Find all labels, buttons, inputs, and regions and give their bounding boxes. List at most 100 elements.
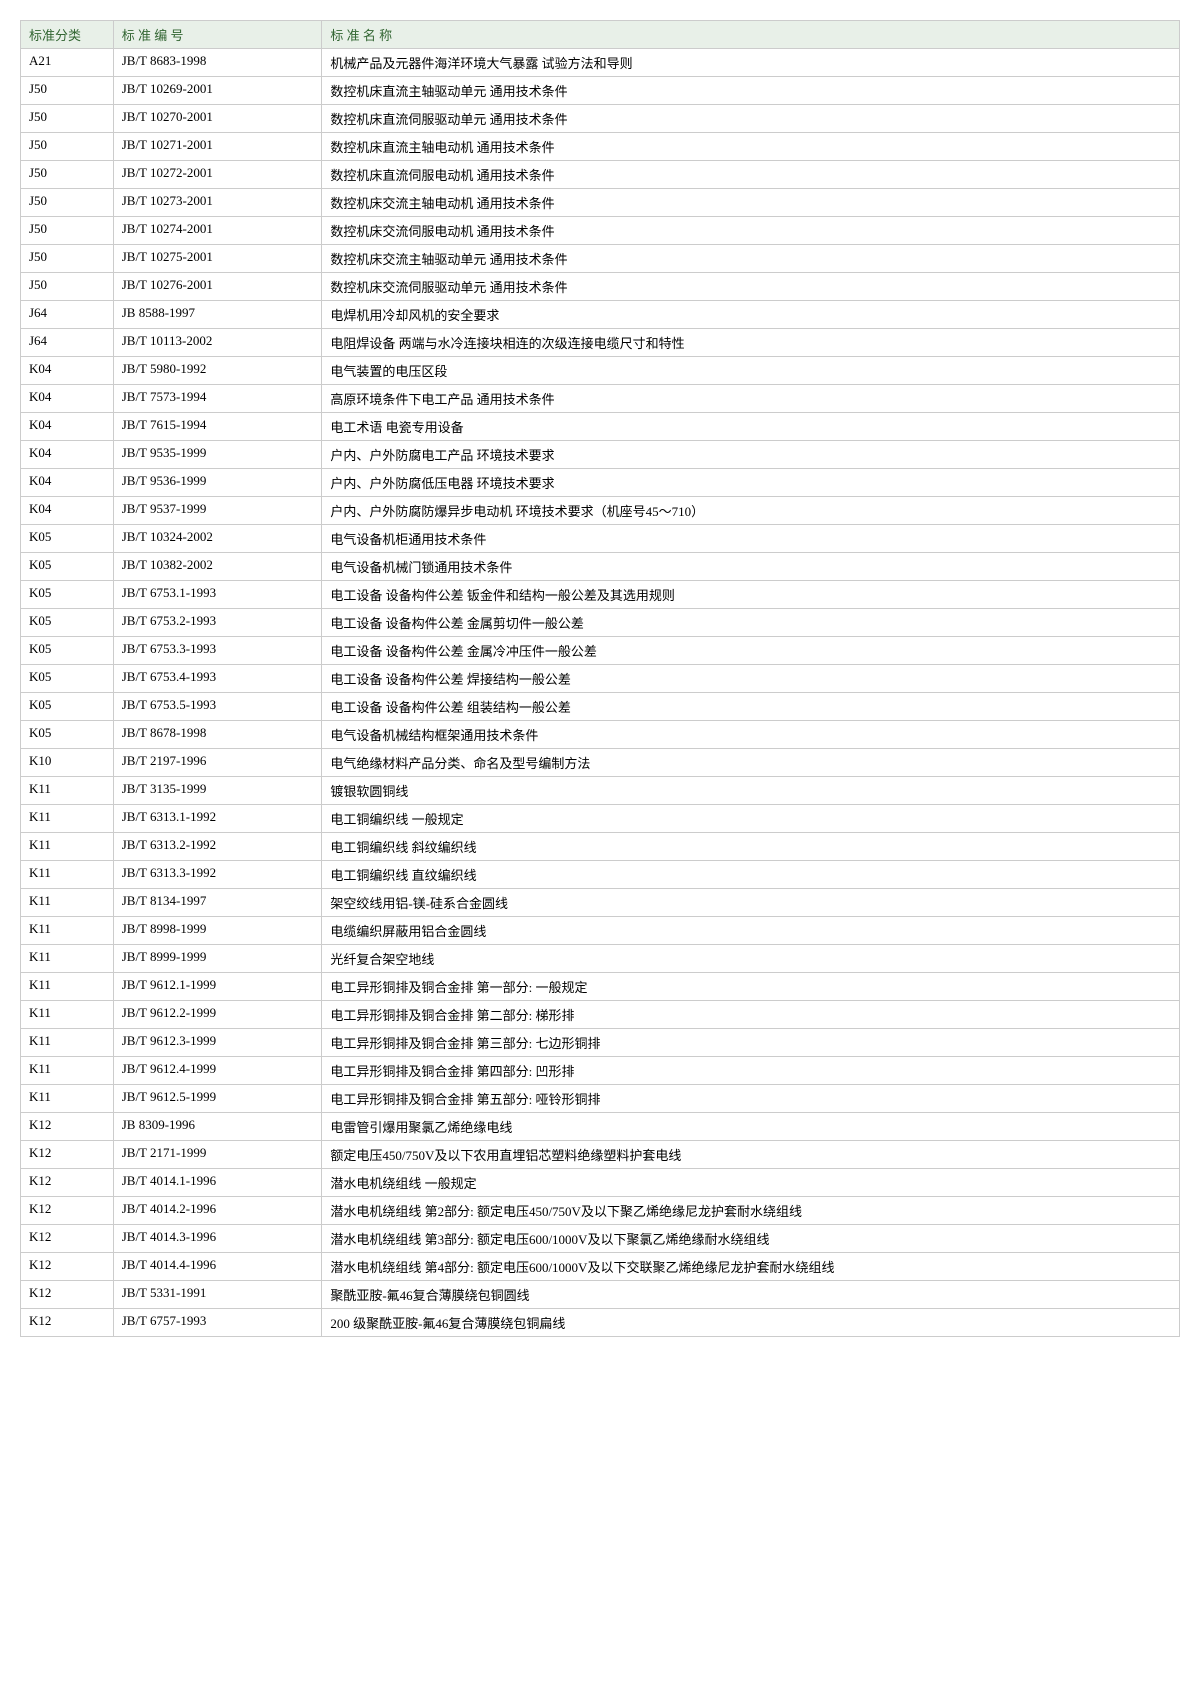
cell-code: JB/T 9537-1999	[113, 497, 322, 525]
cell-code: JB/T 2197-1996	[113, 749, 322, 777]
table-row: K11JB/T 9612.3-1999电工异形铜排及铜合金排 第三部分: 七边形…	[21, 1029, 1180, 1057]
cell-category: K10	[21, 749, 114, 777]
cell-category: K05	[21, 665, 114, 693]
cell-category: J50	[21, 77, 114, 105]
cell-name: 架空绞线用铝-镁-硅系合金圆线	[322, 889, 1180, 917]
table-row: K05JB/T 6753.1-1993电工设备 设备构件公差 钣金件和结构一般公…	[21, 581, 1180, 609]
cell-code: JB 8309-1996	[113, 1113, 322, 1141]
cell-code: JB/T 4014.2-1996	[113, 1197, 322, 1225]
cell-code: JB/T 10270-2001	[113, 105, 322, 133]
cell-category: K11	[21, 777, 114, 805]
table-row: K11JB/T 8998-1999电缆编织屏蔽用铝合金圆线	[21, 917, 1180, 945]
table-row: K11JB/T 6313.1-1992电工铜编织线 一般规定	[21, 805, 1180, 833]
table-row: K12JB/T 2171-1999额定电压450/750V及以下农用直埋铝芯塑料…	[21, 1141, 1180, 1169]
cell-category: K11	[21, 861, 114, 889]
table-row: K12JB/T 4014.1-1996潜水电机绕组线 一般规定	[21, 1169, 1180, 1197]
cell-code: JB/T 10271-2001	[113, 133, 322, 161]
cell-category: K12	[21, 1281, 114, 1309]
table-row: K11JB/T 3135-1999镀银软圆铜线	[21, 777, 1180, 805]
cell-name: 数控机床直流伺服电动机 通用技术条件	[322, 161, 1180, 189]
cell-code: JB/T 9612.4-1999	[113, 1057, 322, 1085]
table-row: J50JB/T 10270-2001数控机床直流伺服驱动单元 通用技术条件	[21, 105, 1180, 133]
cell-category: K05	[21, 525, 114, 553]
table-row: K12JB/T 6757-1993200 级聚酰亚胺-氟46复合薄膜绕包铜扁线	[21, 1309, 1180, 1337]
cell-code: JB/T 10274-2001	[113, 217, 322, 245]
cell-name: 电工铜编织线 直纹编织线	[322, 861, 1180, 889]
cell-category: J50	[21, 273, 114, 301]
cell-name: 潜水电机绕组线 第4部分: 额定电压600/1000V及以下交联聚乙烯绝缘尼龙护…	[322, 1253, 1180, 1281]
cell-code: JB/T 8999-1999	[113, 945, 322, 973]
cell-category: J50	[21, 161, 114, 189]
table-row: A21JB/T 8683-1998机械产品及元器件海洋环境大气暴露 试验方法和导…	[21, 49, 1180, 77]
cell-category: K11	[21, 973, 114, 1001]
cell-code: JB/T 9612.5-1999	[113, 1085, 322, 1113]
table-row: K12JB 8309-1996电雷管引爆用聚氯乙烯绝缘电线	[21, 1113, 1180, 1141]
cell-category: J50	[21, 245, 114, 273]
cell-code: JB/T 6313.2-1992	[113, 833, 322, 861]
cell-category: K12	[21, 1309, 114, 1337]
cell-name: 电气装置的电压区段	[322, 357, 1180, 385]
cell-category: K12	[21, 1197, 114, 1225]
table-row: K04JB/T 9537-1999户内、户外防腐防爆异步电动机 环境技术要求（机…	[21, 497, 1180, 525]
cell-category: A21	[21, 49, 114, 77]
table-row: J50JB/T 10271-2001数控机床直流主轴电动机 通用技术条件	[21, 133, 1180, 161]
table-row: J64JB/T 10113-2002电阻焊设备 两端与水冷连接块相连的次级连接电…	[21, 329, 1180, 357]
table-row: K12JB/T 5331-1991聚酰亚胺-氟46复合薄膜绕包铜圆线	[21, 1281, 1180, 1309]
cell-name: 电工设备 设备构件公差 金属冷冲压件一般公差	[322, 637, 1180, 665]
table-row: K04JB/T 9536-1999户内、户外防腐低压电器 环境技术要求	[21, 469, 1180, 497]
cell-code: JB/T 6753.2-1993	[113, 609, 322, 637]
cell-code: JB/T 9536-1999	[113, 469, 322, 497]
cell-name: 数控机床交流伺服驱动单元 通用技术条件	[322, 273, 1180, 301]
table-row: J64JB 8588-1997电焊机用冷却风机的安全要求	[21, 301, 1180, 329]
table-row: K05JB/T 6753.3-1993电工设备 设备构件公差 金属冷冲压件一般公…	[21, 637, 1180, 665]
cell-category: J64	[21, 301, 114, 329]
cell-category: K04	[21, 357, 114, 385]
cell-category: K05	[21, 721, 114, 749]
table-row: K05JB/T 6753.5-1993电工设备 设备构件公差 组装结构一般公差	[21, 693, 1180, 721]
table-row: K11JB/T 6313.2-1992电工铜编织线 斜纹编织线	[21, 833, 1180, 861]
cell-code: JB/T 5980-1992	[113, 357, 322, 385]
table-row: K05JB/T 10382-2002电气设备机械门锁通用技术条件	[21, 553, 1180, 581]
table-row: J50JB/T 10275-2001数控机床交流主轴驱动单元 通用技术条件	[21, 245, 1180, 273]
table-row: J50JB/T 10274-2001数控机床交流伺服电动机 通用技术条件	[21, 217, 1180, 245]
cell-category: K04	[21, 441, 114, 469]
table-row: K05JB/T 6753.2-1993电工设备 设备构件公差 金属剪切件一般公差	[21, 609, 1180, 637]
table-row: K12JB/T 4014.2-1996潜水电机绕组线 第2部分: 额定电压450…	[21, 1197, 1180, 1225]
cell-name: 潜水电机绕组线 第2部分: 额定电压450/750V及以下聚乙烯绝缘尼龙护套耐水…	[322, 1197, 1180, 1225]
cell-name: 数控机床交流伺服电动机 通用技术条件	[322, 217, 1180, 245]
table-row: K12JB/T 4014.4-1996潜水电机绕组线 第4部分: 额定电压600…	[21, 1253, 1180, 1281]
cell-code: JB/T 8683-1998	[113, 49, 322, 77]
cell-category: K12	[21, 1113, 114, 1141]
cell-name: 机械产品及元器件海洋环境大气暴露 试验方法和导则	[322, 49, 1180, 77]
cell-code: JB/T 8134-1997	[113, 889, 322, 917]
cell-category: K11	[21, 1029, 114, 1057]
table-row: K04JB/T 5980-1992电气装置的电压区段	[21, 357, 1180, 385]
cell-code: JB/T 4014.4-1996	[113, 1253, 322, 1281]
header-category: 标准分类	[21, 21, 114, 49]
cell-name: 户内、户外防腐防爆异步电动机 环境技术要求（机座号45～710）	[322, 497, 1180, 525]
cell-name: 数控机床直流主轴电动机 通用技术条件	[322, 133, 1180, 161]
cell-category: K12	[21, 1169, 114, 1197]
cell-category: K05	[21, 609, 114, 637]
header-code: 标 准 编 号	[113, 21, 322, 49]
cell-code: JB/T 3135-1999	[113, 777, 322, 805]
cell-name: 电工异形铜排及铜合金排 第五部分: 哑铃形铜排	[322, 1085, 1180, 1113]
cell-code: JB/T 7615-1994	[113, 413, 322, 441]
cell-code: JB/T 9612.2-1999	[113, 1001, 322, 1029]
cell-code: JB/T 9535-1999	[113, 441, 322, 469]
cell-code: JB/T 10382-2002	[113, 553, 322, 581]
standards-table: 标准分类 标 准 编 号 标 准 名 称 A21JB/T 8683-1998机械…	[20, 20, 1180, 1337]
table-row: K11JB/T 8134-1997架空绞线用铝-镁-硅系合金圆线	[21, 889, 1180, 917]
cell-name: 镀银软圆铜线	[322, 777, 1180, 805]
cell-category: K04	[21, 413, 114, 441]
cell-name: 电工设备 设备构件公差 焊接结构一般公差	[322, 665, 1180, 693]
cell-code: JB/T 6753.5-1993	[113, 693, 322, 721]
cell-name: 光纤复合架空地线	[322, 945, 1180, 973]
cell-category: J50	[21, 133, 114, 161]
cell-category: K11	[21, 889, 114, 917]
cell-name: 电工异形铜排及铜合金排 第三部分: 七边形铜排	[322, 1029, 1180, 1057]
cell-code: JB/T 10324-2002	[113, 525, 322, 553]
cell-category: K04	[21, 469, 114, 497]
cell-category: K05	[21, 553, 114, 581]
cell-category: K12	[21, 1225, 114, 1253]
